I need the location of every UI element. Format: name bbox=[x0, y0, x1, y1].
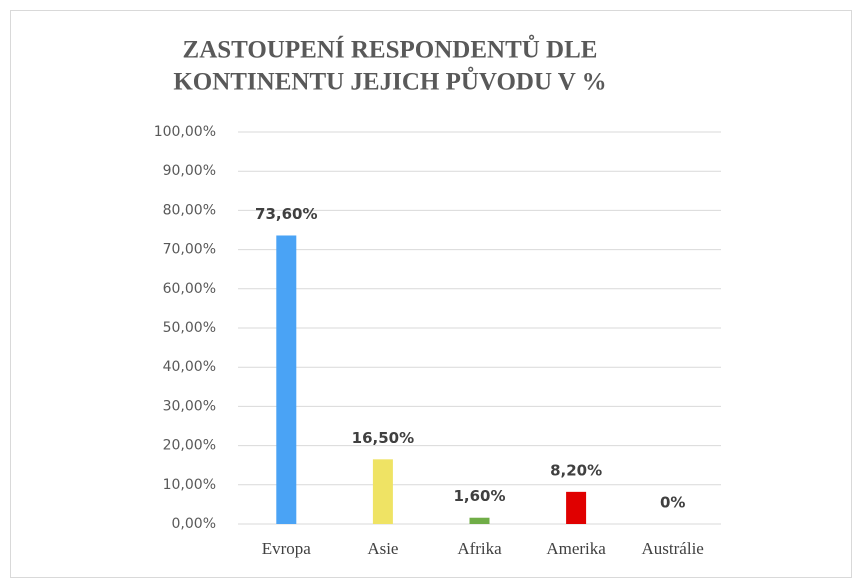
value-label: 0% bbox=[660, 494, 685, 512]
bar bbox=[372, 459, 393, 524]
x-tick-label: Amerika bbox=[546, 539, 606, 558]
y-tick-label: 10,00% bbox=[163, 477, 216, 493]
value-label: 1,60% bbox=[453, 487, 505, 505]
bar bbox=[276, 235, 297, 524]
chart-title: KONTINENTU JEJICH PŮVODU V % bbox=[173, 66, 606, 96]
y-tick-label: 30,00% bbox=[163, 398, 216, 414]
bar bbox=[469, 517, 490, 524]
x-tick-label: Austrálie bbox=[642, 539, 704, 558]
y-tick-label: 0,00% bbox=[172, 516, 216, 532]
x-tick-label: Asie bbox=[367, 539, 398, 558]
y-tick-label: 20,00% bbox=[163, 438, 216, 454]
x-tick-label: Evropa bbox=[262, 539, 312, 558]
y-tick-label: 80,00% bbox=[163, 202, 216, 218]
value-label: 16,50% bbox=[352, 429, 414, 447]
y-tick-label: 60,00% bbox=[163, 281, 216, 297]
value-label: 8,20% bbox=[550, 461, 602, 479]
y-tick-label: 100,00% bbox=[154, 124, 216, 140]
x-tick-label: Afrika bbox=[457, 539, 502, 558]
value-label: 73,60% bbox=[255, 205, 317, 223]
bar bbox=[566, 491, 587, 524]
y-tick-label: 70,00% bbox=[163, 242, 216, 258]
chart-title: ZASTOUPENÍ RESPONDENTŮ DLE bbox=[183, 34, 598, 64]
y-tick-label: 90,00% bbox=[163, 163, 216, 179]
y-tick-label: 40,00% bbox=[163, 359, 216, 375]
y-tick-label: 50,00% bbox=[163, 320, 216, 336]
